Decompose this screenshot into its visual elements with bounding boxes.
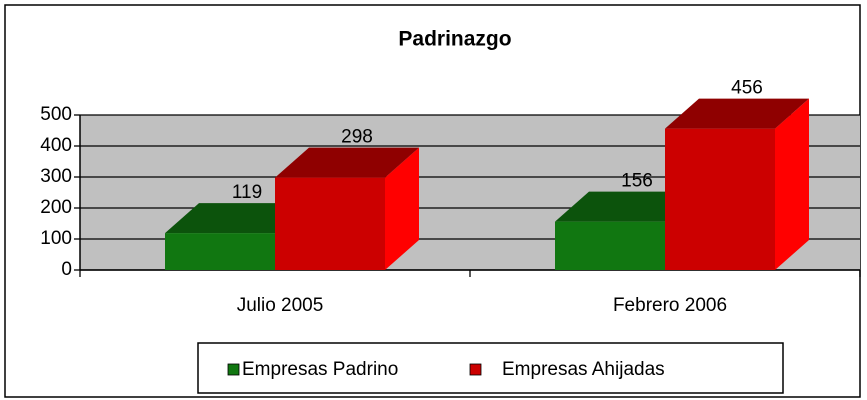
x-tick-label: Julio 2005 (237, 295, 324, 316)
legend-swatch (227, 363, 240, 376)
bar-top (555, 191, 699, 222)
legend-label: Empresas Ahijadas (502, 359, 665, 380)
legend-label: Empresas Padrino (242, 359, 398, 380)
bar-top (165, 203, 309, 234)
bar (555, 221, 665, 270)
y-tick-label: 100 (40, 228, 72, 249)
legend-box (197, 342, 784, 394)
y-tick-label: 300 (40, 166, 72, 187)
bar-side (775, 98, 809, 270)
bars: 119 298 156 456 (165, 78, 809, 270)
x-tick-label: Febrero 2006 (613, 295, 727, 316)
value-label: 298 (341, 127, 373, 148)
bar (665, 128, 775, 270)
y-tick-label: 200 (40, 197, 72, 218)
bar (275, 177, 385, 270)
value-label: 119 (232, 182, 262, 203)
chart-title: Padrinazgo (398, 28, 511, 51)
y-tick-label: 0 (61, 259, 72, 280)
y-tick-label: 400 (40, 135, 72, 156)
value-label: 156 (621, 171, 653, 192)
legend: Empresas Padrino Empresas Ahijadas (227, 359, 665, 380)
value-label: 456 (731, 78, 763, 99)
bar-top (275, 147, 419, 178)
bar (165, 233, 275, 270)
bar-side (385, 147, 419, 270)
legend-swatch (469, 363, 482, 376)
y-tick-label: 500 (40, 104, 72, 125)
bar-top (665, 98, 809, 129)
